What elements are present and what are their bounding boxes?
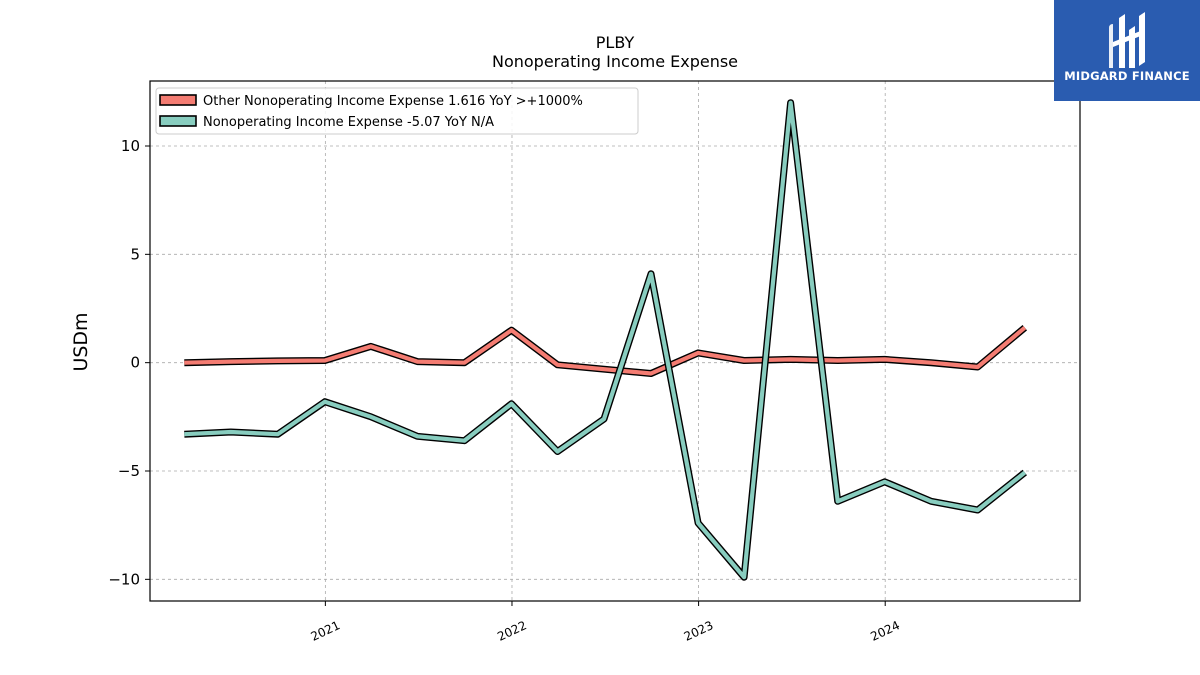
legend-swatch xyxy=(159,94,197,106)
series-outline-0 xyxy=(184,325,1028,377)
y-tick-label: −5 xyxy=(118,462,140,480)
chart-title: PLBY xyxy=(596,33,635,52)
legend-swatch xyxy=(159,115,197,127)
legend: Other Nonoperating Income Expense 1.616 … xyxy=(155,87,639,135)
y-tick-label: 0 xyxy=(130,354,140,372)
legend-box xyxy=(155,87,639,135)
x-tick-label: 2024 xyxy=(868,618,902,644)
y-tick-label: 5 xyxy=(130,245,140,263)
y-tick-label: −10 xyxy=(108,570,140,588)
chart-subtitle: Nonoperating Income Expense xyxy=(492,52,738,71)
legend-label: Other Nonoperating Income Expense 1.616 … xyxy=(203,94,583,109)
x-tick-label: 2023 xyxy=(682,618,716,644)
x-tick-label: 2021 xyxy=(309,618,343,644)
legend-label: Nonoperating Income Expense -5.07 YoY N/… xyxy=(203,115,494,130)
brand-logo: MIDGARD FINANCE xyxy=(1054,0,1200,101)
brand-name: MIDGARD FINANCE xyxy=(1064,69,1190,83)
series-line-1 xyxy=(184,100,1027,580)
plot-frame xyxy=(149,80,1081,602)
brand-logo-mark xyxy=(1109,12,1145,68)
grid-lines xyxy=(150,81,1080,601)
x-tick-label: 2022 xyxy=(495,618,529,644)
series-outline-1 xyxy=(184,99,1027,581)
series-lines xyxy=(184,99,1028,581)
y-axis-label: USDm xyxy=(70,312,92,371)
series-line-0 xyxy=(184,326,1027,376)
y-tick-label: 10 xyxy=(121,137,140,155)
